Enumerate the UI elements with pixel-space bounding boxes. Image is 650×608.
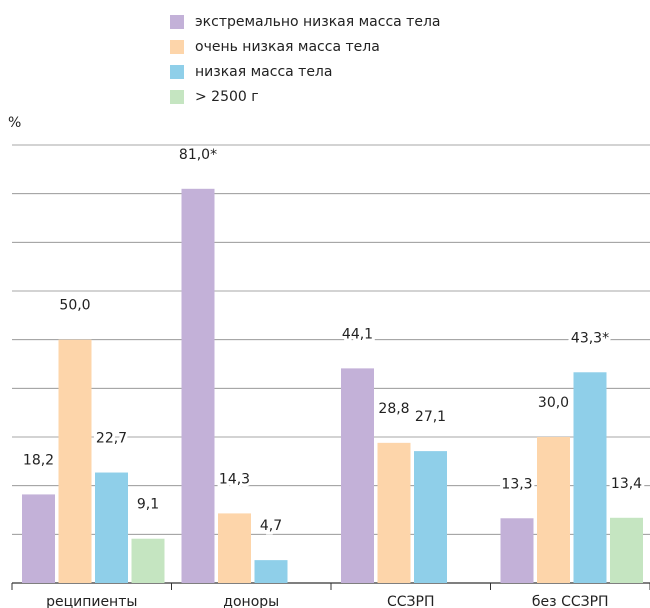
y-axis-label: % [8, 115, 21, 131]
bar [95, 472, 128, 583]
legend-swatch [170, 40, 184, 54]
data-label: 30,0 [538, 395, 569, 411]
bar [58, 339, 92, 583]
bar [22, 494, 55, 583]
data-label: 81,0* [179, 147, 217, 163]
legend-swatch [170, 65, 184, 79]
data-label: 22,7 [96, 431, 127, 447]
legend-swatch [170, 90, 184, 104]
bar [218, 513, 251, 583]
data-label: 4,7 [260, 518, 282, 534]
bar [341, 368, 374, 583]
data-label: 9,1 [137, 497, 159, 513]
data-label: 13,3 [501, 476, 532, 492]
bar [537, 437, 570, 583]
bar [254, 560, 288, 583]
legend-label: экстремально низкая масса тела [195, 14, 440, 30]
bar [131, 538, 165, 583]
bar [377, 442, 411, 583]
bar [573, 372, 607, 583]
data-label: 18,2 [23, 452, 54, 468]
legend-label: низкая масса тела [195, 64, 332, 80]
bar [181, 188, 215, 584]
legend-swatch [170, 15, 184, 29]
bar [414, 451, 447, 583]
x-tick-label: ССЗРП [387, 594, 435, 608]
x-tick-label: доноры [223, 594, 279, 608]
data-label: 50,0 [59, 298, 90, 314]
data-label: 44,1 [342, 326, 373, 342]
data-label: 43,3* [571, 330, 609, 346]
x-tick-label: реципиенты [46, 594, 137, 608]
bar [610, 517, 643, 583]
legend-label: > 2500 г [195, 89, 259, 105]
data-label: 28,8 [378, 401, 409, 417]
legend-label: очень низкая масса тела [195, 39, 380, 55]
x-tick-label: без ССЗРП [532, 594, 609, 608]
data-label: 14,3 [219, 471, 250, 487]
data-label: 27,1 [415, 409, 446, 425]
bar [500, 518, 534, 583]
data-label: 13,4 [611, 476, 642, 492]
